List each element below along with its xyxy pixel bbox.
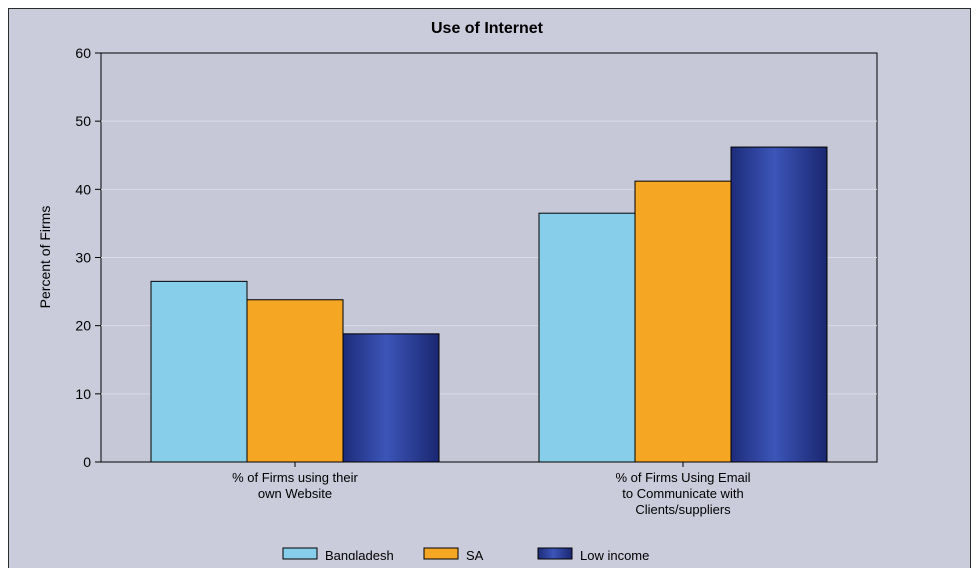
y-tick-label: 10 [75,386,91,402]
bar-sa [246,299,344,463]
y-axis-label: Percent of Firms [37,206,53,309]
x-category-label: % of Firms Using Email [615,470,750,485]
x-category-label: own Website [258,486,332,501]
legend-swatch [423,547,459,560]
y-tick-label: 30 [75,250,91,266]
bar-sa [634,180,732,463]
x-category-label: to Communicate with [622,486,743,501]
bar-low-income [730,146,828,463]
chart-title: Use of Internet [431,20,544,37]
y-tick-label: 20 [75,318,91,334]
y-axis-ticks: 0 10 20 30 40 50 60 [75,45,101,470]
legend-label: Bangladesh [325,548,394,560]
bar-bangladesh [538,212,636,463]
y-tick-label: 50 [75,113,91,129]
y-tick-label: 60 [75,45,91,61]
legend: Bangladesh SA Low income [282,547,649,560]
x-category-label: % of Firms using their [232,470,358,485]
legend-swatch [537,547,573,560]
bar-low-income [342,333,440,463]
x-category-label: Clients/suppliers [635,502,731,517]
bars [150,146,828,463]
legend-label: SA [466,548,484,560]
bar-bangladesh [150,280,248,463]
legend-label: Low income [580,548,649,560]
y-tick-label: 40 [75,181,91,197]
legend-swatch [282,547,318,560]
y-tick-label: 0 [83,454,91,470]
